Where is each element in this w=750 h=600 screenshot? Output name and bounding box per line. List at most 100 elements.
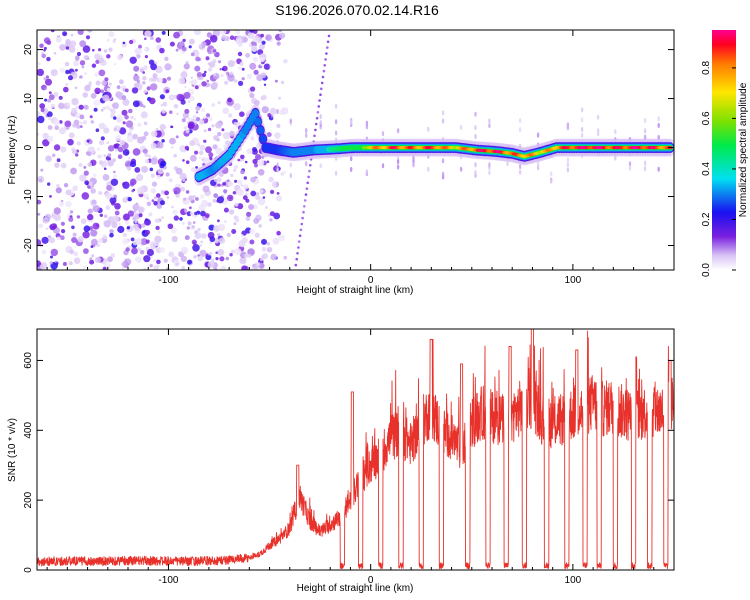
noise-cell — [161, 30, 166, 35]
streak-cell — [506, 161, 509, 167]
noise-cell — [50, 103, 56, 108]
noise-cell — [47, 135, 54, 142]
noise-cell — [184, 145, 190, 151]
noise-cell — [233, 103, 241, 111]
noise-cell — [61, 229, 66, 234]
noise-cell — [185, 190, 190, 194]
noise-cell — [154, 218, 160, 224]
streak-cell — [308, 169, 311, 173]
noise-cell — [137, 122, 142, 127]
noise-cell — [229, 253, 233, 257]
noise-cell — [79, 125, 83, 128]
streak-cell — [381, 163, 385, 169]
noise-cell — [173, 215, 179, 221]
noise-cell — [58, 102, 65, 110]
noise-cell — [76, 215, 81, 219]
noise-cell — [114, 203, 121, 210]
noise-cell — [280, 172, 284, 176]
noise-cell — [90, 188, 96, 194]
noise-cell — [250, 176, 256, 183]
noise-cell — [142, 148, 148, 154]
noise-cell — [237, 179, 243, 185]
noise-cell — [173, 31, 181, 39]
noise-cell — [152, 258, 156, 262]
noise-cell — [71, 97, 79, 106]
noise-cell — [268, 176, 274, 183]
noise-cell — [194, 211, 198, 216]
noise-cell — [246, 211, 252, 217]
noise-cell — [153, 265, 159, 270]
streak-cell — [488, 162, 491, 168]
noise-cell — [276, 192, 280, 195]
streak-cell — [325, 52, 328, 55]
noise-cell — [83, 104, 89, 110]
noise-cell — [252, 204, 258, 210]
streak-cell — [580, 132, 584, 138]
noise-cell — [107, 153, 112, 158]
noise-cell — [68, 75, 73, 81]
noise-cell — [197, 227, 201, 232]
noise-cell — [71, 225, 75, 230]
noise-cell — [182, 112, 190, 119]
noise-cell — [65, 82, 69, 86]
noise-cell — [272, 237, 280, 245]
noise-cell — [112, 102, 119, 110]
noise-cell — [142, 81, 146, 85]
y-tick-label: 600 — [23, 352, 34, 369]
noise-cell — [111, 195, 115, 198]
noise-cell — [254, 163, 258, 168]
noise-cell — [213, 193, 219, 199]
noise-cell — [173, 153, 177, 158]
noise-cell — [194, 30, 201, 36]
noise-cell — [162, 101, 168, 107]
noise-cell — [223, 189, 228, 194]
noise-cell — [206, 32, 213, 38]
noise-cell — [116, 85, 121, 90]
noise-cell — [90, 199, 97, 207]
noise-cell — [167, 223, 174, 230]
noise-cell — [199, 244, 202, 247]
noise-cell — [79, 75, 83, 79]
noise-cell — [266, 132, 272, 138]
noise-cell — [258, 224, 262, 228]
noise-cell — [79, 114, 85, 120]
noise-cell — [230, 249, 235, 254]
noise-cell — [159, 47, 165, 54]
noise-cell — [206, 79, 210, 83]
streak-cell — [381, 131, 385, 137]
streak-cell — [518, 127, 522, 133]
noise-cell — [203, 116, 206, 120]
noise-cell — [181, 246, 189, 254]
noise-cell — [107, 145, 115, 152]
noise-cell — [104, 124, 108, 128]
noise-cell — [280, 107, 289, 115]
noise-cell — [107, 159, 114, 167]
noise-cell — [103, 167, 107, 171]
noise-cell — [97, 154, 103, 159]
noise-cell — [217, 183, 221, 187]
noise-cell — [218, 172, 224, 177]
streak-cell — [441, 110, 445, 116]
noise-cell — [103, 214, 108, 218]
noise-cell — [95, 80, 101, 86]
x-tick-label: 0 — [368, 275, 374, 286]
noise-cell — [199, 249, 207, 257]
noise-cell — [41, 249, 47, 255]
streak-cell — [305, 161, 308, 167]
noise-cell — [219, 68, 222, 71]
noise-cell — [266, 247, 273, 253]
streak-cell — [628, 165, 632, 171]
noise-cell — [182, 222, 185, 225]
noise-cell — [94, 72, 99, 77]
noise-cell — [190, 154, 197, 162]
noise-cell — [233, 168, 237, 172]
noise-cell — [138, 213, 143, 218]
noise-cell — [241, 265, 248, 270]
noise-cell — [227, 60, 235, 68]
streak-cell — [488, 123, 491, 129]
noise-cell — [232, 191, 236, 195]
noise-cell — [223, 207, 229, 213]
streak-cell — [657, 123, 660, 128]
noise-cell — [108, 82, 112, 86]
streak-cell — [303, 205, 306, 208]
